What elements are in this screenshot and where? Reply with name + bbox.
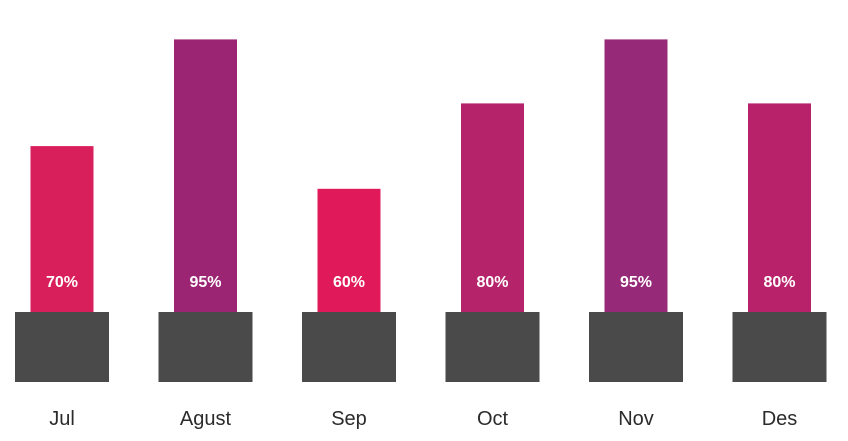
bar-jul (30, 146, 94, 314)
category-label-oct: Oct (477, 408, 509, 430)
bar-sep (317, 188, 381, 314)
bar-base-nov (589, 312, 683, 382)
category-label-sep: Sep (331, 408, 367, 430)
bar-nov (604, 39, 668, 315)
category-label-jul: Jul (49, 408, 75, 430)
value-label-oct: 80% (476, 274, 508, 291)
bars-layer (30, 39, 811, 315)
bar-oct (461, 103, 524, 315)
bar-base-sep (302, 312, 396, 382)
category-label-nov: Nov (618, 408, 654, 430)
value-label-des: 80% (763, 274, 795, 291)
category-label-des: Des (762, 408, 798, 430)
category-label-agust: Agust (180, 408, 232, 430)
labels-layer: 70% Jul 95% Agust 60% Sep 80% Oct 95% Nov 80% Des (46, 274, 797, 430)
bases-layer (15, 312, 827, 382)
bar-agust (174, 39, 237, 315)
value-label-sep: 60% (333, 274, 365, 291)
value-label-jul: 70% (46, 274, 78, 291)
value-label-agust: 95% (189, 274, 221, 291)
bar-base-oct (445, 312, 540, 382)
bar-base-jul (15, 312, 109, 382)
bar-base-agust (158, 312, 253, 382)
value-label-nov: 95% (620, 274, 652, 291)
bar-base-des (732, 312, 827, 382)
bar-des (748, 103, 811, 315)
